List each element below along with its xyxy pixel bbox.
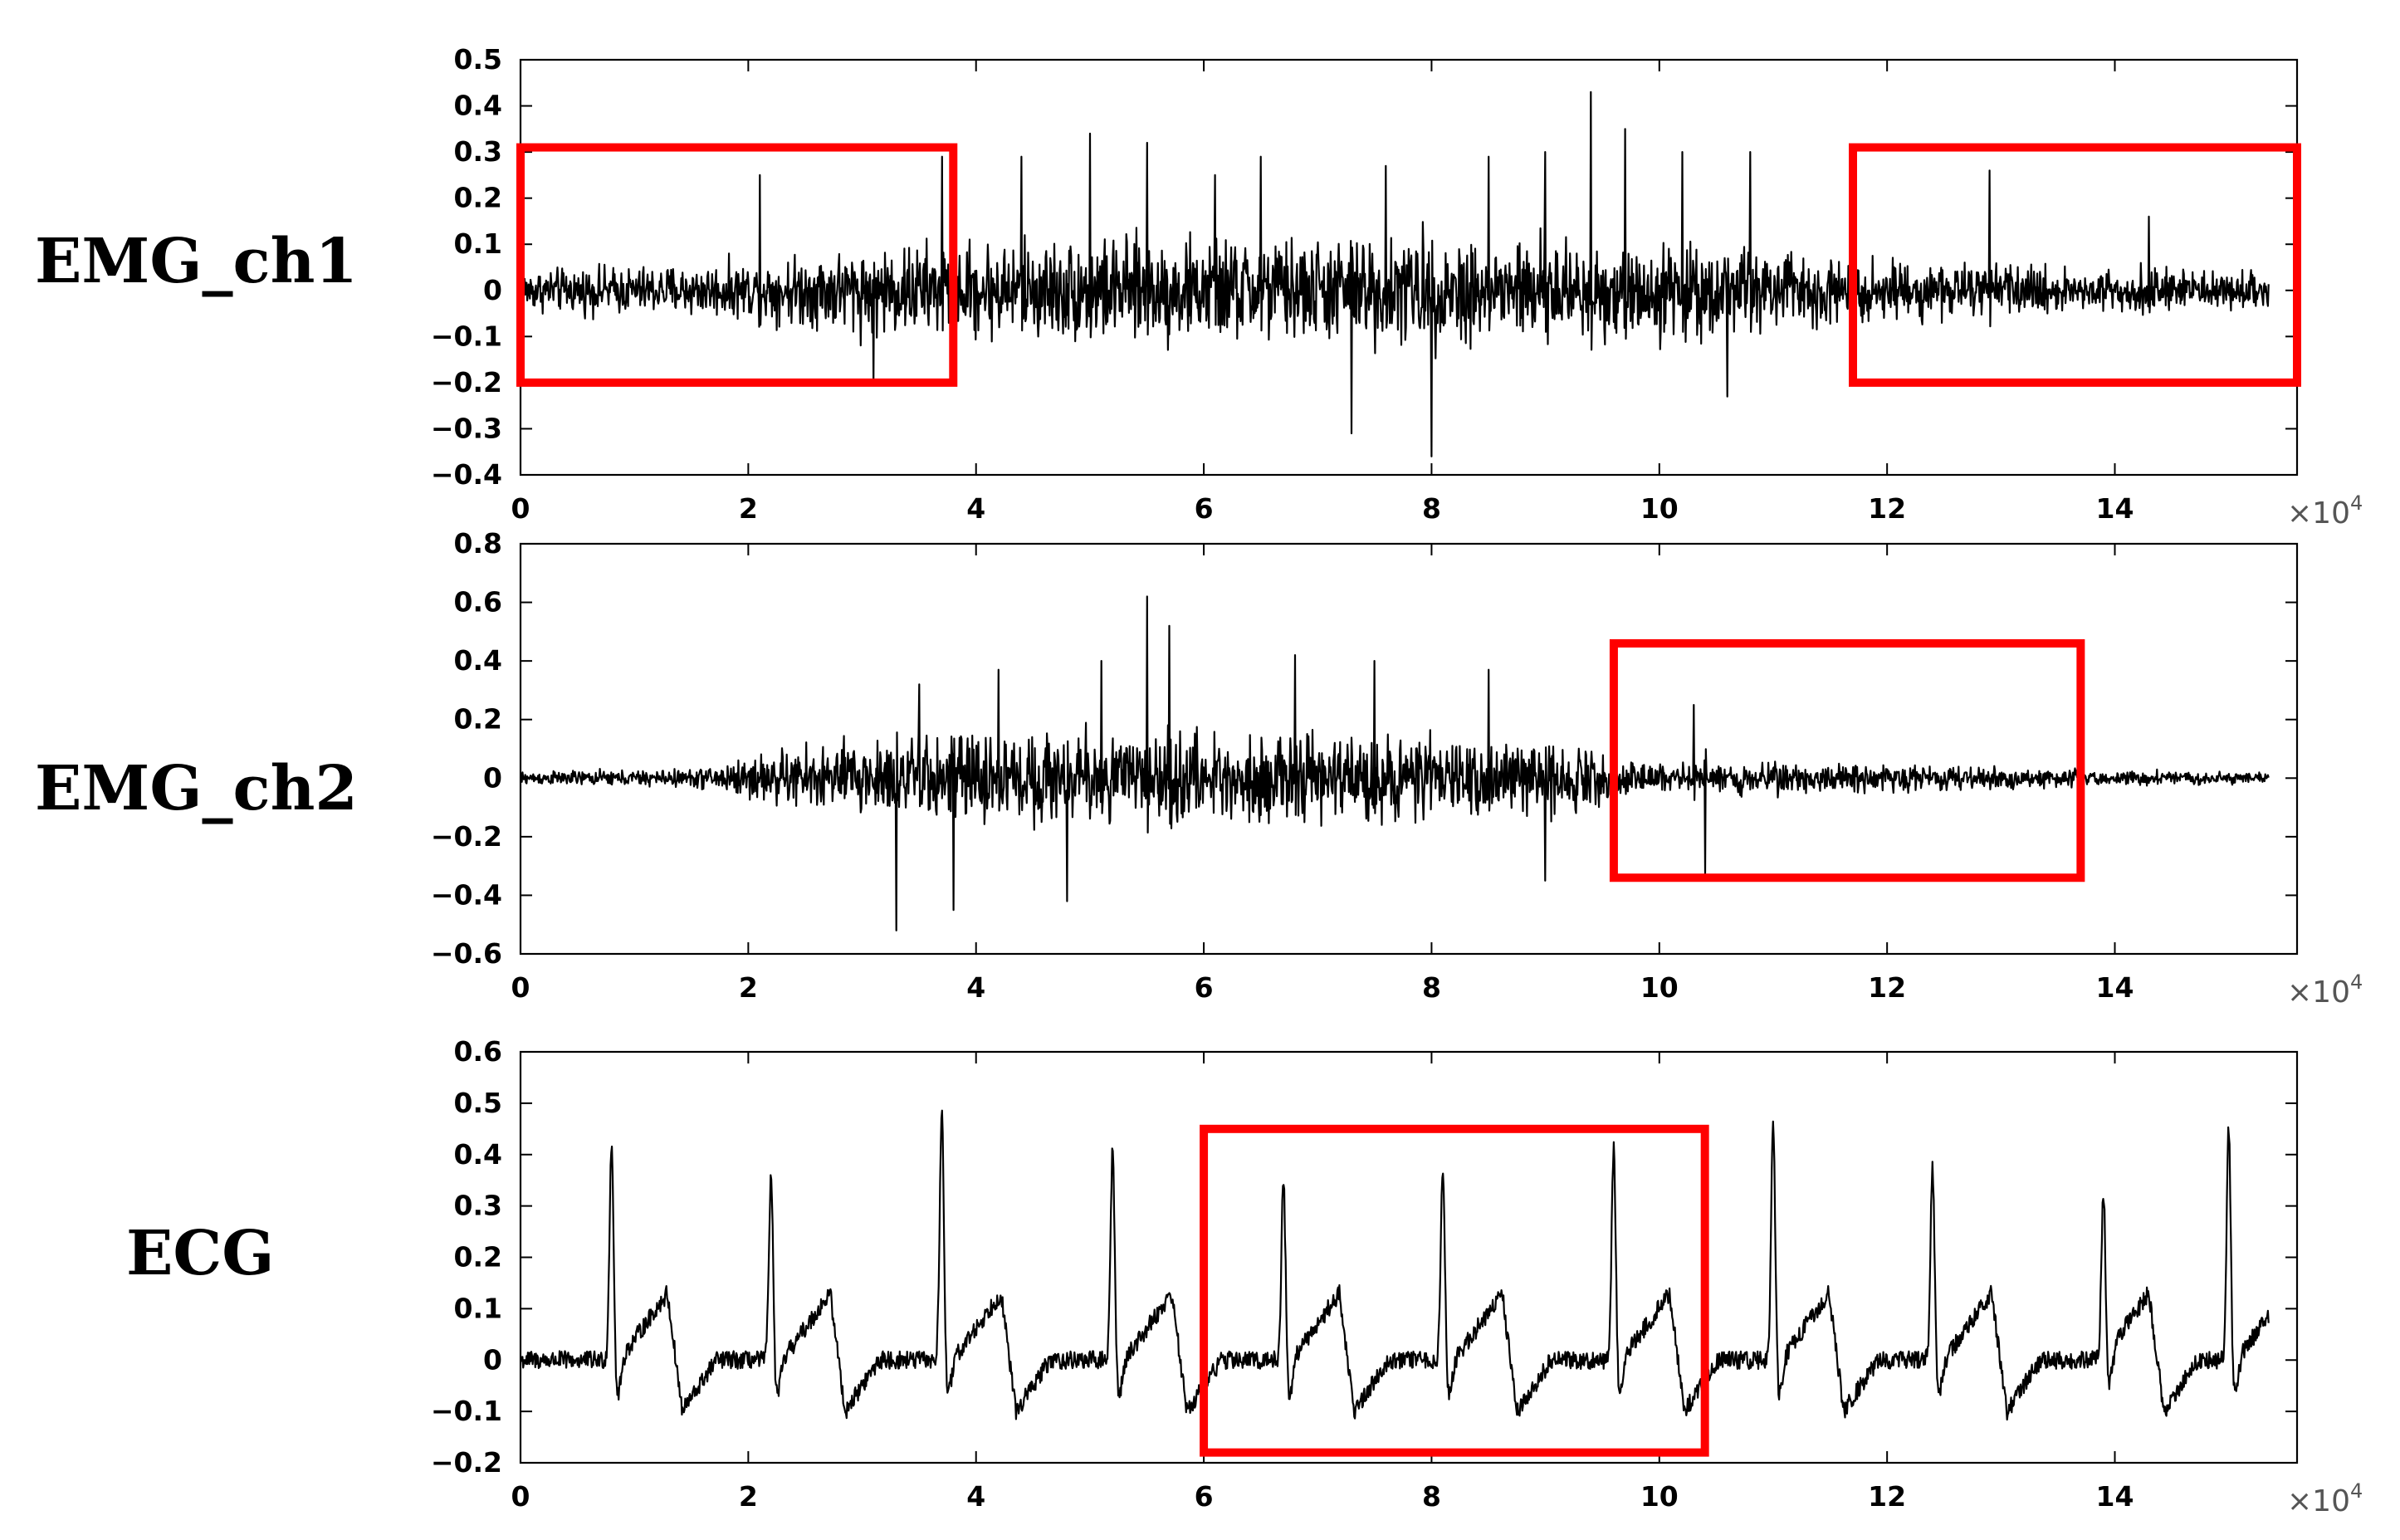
highlight-box: [1849, 143, 2301, 387]
x-tick-label: 4: [966, 971, 985, 1004]
x-tick-label: 8: [1422, 492, 1441, 525]
highlight-box: [1200, 1124, 1709, 1457]
y-tick-label: 0.1: [454, 1292, 502, 1324]
y-tick-label: 0.3: [454, 135, 502, 168]
y-tick-label: 0: [483, 1343, 502, 1376]
row-label: EMG_ch1: [35, 226, 358, 297]
y-tick-label: −0.4: [431, 878, 502, 911]
x-tick-label: 14: [2096, 492, 2134, 525]
x-tick-label: 6: [1195, 971, 1214, 1004]
y-tick-label: 0: [483, 274, 502, 306]
x-tick-label: 0: [511, 1480, 530, 1513]
y-tick-label: 0.2: [454, 1241, 502, 1274]
axes-frame: [519, 542, 2299, 956]
x-tick-label: 12: [1868, 1480, 1906, 1513]
x-scale-exponent-power: 4: [2350, 1479, 2363, 1503]
signal-trace: [519, 595, 2270, 931]
y-tick-label: −0.1: [431, 320, 502, 352]
x-scale-exponent-power: 4: [2350, 970, 2363, 994]
x-tick-label: 12: [1868, 492, 1906, 525]
x-tick-label: 8: [1422, 1480, 1441, 1513]
x-scale-exponent-power: 4: [2350, 491, 2363, 515]
y-tick-label: 0.3: [454, 1190, 502, 1222]
x-tick-label: 4: [966, 492, 985, 525]
x-tick-label: 0: [511, 492, 530, 525]
x-tick-label: 6: [1195, 1480, 1214, 1513]
highlight-box: [516, 143, 958, 387]
y-tick-label: 0: [483, 761, 502, 794]
x-tick-label: 6: [1195, 492, 1214, 525]
x-tick-label: 10: [1640, 971, 1679, 1004]
x-tick-label: 2: [739, 492, 758, 525]
y-tick-label: 0.4: [454, 1138, 502, 1171]
x-tick-label: 10: [1640, 492, 1679, 525]
y-tick-label: 0.5: [454, 1087, 502, 1119]
x-tick-label: 2: [739, 971, 758, 1004]
y-tick-label: −0.4: [431, 458, 502, 491]
panel-ecg: ECG 0.6 0.5 0.4 0.3 0.2 0.1 0 −0.1 −0.2 0 2 4 6 8 10 12…: [126, 1035, 2363, 1518]
x-scale-exponent: ×104: [2287, 970, 2363, 1010]
y-tick-label: 0.4: [454, 90, 502, 122]
x-tick-label: 2: [739, 1480, 758, 1513]
y-tick-label: 0.6: [454, 586, 502, 618]
signal-trace: [519, 90, 2270, 457]
y-tick-label: 0.5: [454, 43, 502, 76]
y-tick-label: −0.2: [431, 820, 502, 853]
x-tick-label: 14: [2096, 1480, 2134, 1513]
y-tick-label: 0.2: [454, 182, 502, 214]
x-tick-label: 14: [2096, 971, 2134, 1004]
y-tick-label: 0.6: [454, 1035, 502, 1068]
y-tick-label: −0.2: [431, 1446, 502, 1479]
row-label: EMG_ch2: [35, 753, 358, 824]
x-tick-label: 12: [1868, 971, 1906, 1004]
y-tick-label: 0.8: [454, 527, 502, 560]
highlight-box: [1609, 638, 2085, 882]
y-tick-label: −0.2: [431, 366, 502, 398]
y-tick-label: 0.4: [454, 644, 502, 677]
x-tick-label: 0: [511, 971, 530, 1004]
x-tick-label: 4: [966, 1480, 985, 1513]
row-label: ECG: [126, 1218, 275, 1289]
signal-trace: [520, 1109, 2270, 1421]
y-tick-label: 0.1: [454, 227, 502, 260]
y-tick-label: −0.6: [431, 937, 502, 970]
y-tick-label: −0.1: [431, 1395, 502, 1427]
y-tick-label: 0.2: [454, 703, 502, 736]
panel-emg-ch1: EMG_ch1 0.5 0.4 0.3 0.2 0.1 0 −0.1 −0.2 −0.3 −0.4…: [35, 43, 2363, 530]
y-tick-label: −0.3: [431, 412, 502, 444]
x-tick-label: 10: [1640, 1480, 1679, 1513]
x-tick-label: 8: [1422, 971, 1441, 1004]
panel-emg-ch2: EMG_ch2 0.8 0.6 0.4 0.2 0 −0.2 −0.4 −0.6 0 2 4 6 8 10…: [35, 527, 2363, 1010]
